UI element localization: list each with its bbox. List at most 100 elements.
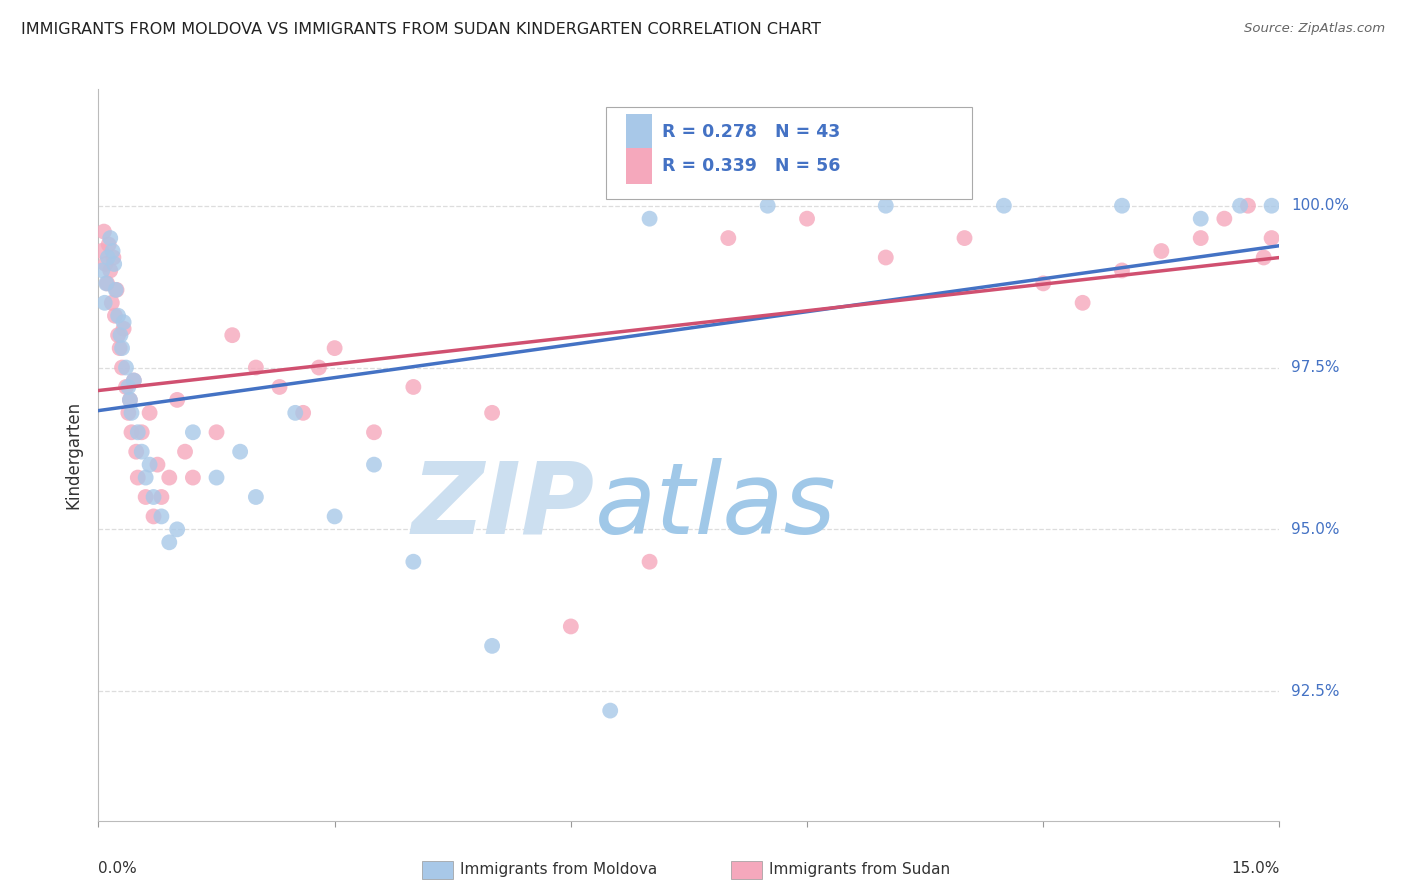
Point <box>560 619 582 633</box>
Point <box>101 244 124 258</box>
Point <box>245 490 267 504</box>
Point <box>221 328 243 343</box>
Text: 92.5%: 92.5% <box>1291 683 1340 698</box>
Point <box>1260 199 1282 213</box>
Point <box>90 244 112 258</box>
Point <box>110 328 132 343</box>
Point <box>638 211 661 226</box>
Text: 95.0%: 95.0% <box>1291 522 1340 537</box>
Point <box>117 380 139 394</box>
Point <box>1260 231 1282 245</box>
Text: atlas: atlas <box>595 458 837 555</box>
Point <box>1237 199 1260 213</box>
Point <box>97 251 120 265</box>
Point <box>127 425 149 440</box>
Point <box>135 470 157 484</box>
Point <box>1111 263 1133 277</box>
Point <box>104 283 127 297</box>
Text: R = 0.278   N = 43: R = 0.278 N = 43 <box>662 122 839 141</box>
Point <box>111 360 134 375</box>
Point <box>112 321 135 335</box>
Point <box>363 425 385 440</box>
Point <box>93 225 115 239</box>
Point <box>638 555 661 569</box>
Point <box>269 380 291 394</box>
Point <box>105 283 128 297</box>
Point <box>181 470 204 484</box>
FancyBboxPatch shape <box>606 108 973 199</box>
Point <box>107 328 129 343</box>
Point <box>363 458 385 472</box>
Text: Source: ZipAtlas.com: Source: ZipAtlas.com <box>1244 22 1385 36</box>
Point <box>122 374 145 388</box>
Point <box>205 470 228 484</box>
Point <box>229 444 252 458</box>
Point <box>138 406 160 420</box>
Point <box>131 444 153 458</box>
Point <box>104 309 127 323</box>
Point <box>131 425 153 440</box>
Point <box>717 231 740 245</box>
Text: Immigrants from Moldova: Immigrants from Moldova <box>460 863 657 877</box>
Point <box>118 392 141 407</box>
Point <box>103 251 125 265</box>
Point <box>115 380 138 394</box>
Point <box>101 295 124 310</box>
Text: 0.0%: 0.0% <box>98 861 138 876</box>
Point <box>112 315 135 329</box>
Point <box>181 425 204 440</box>
Point <box>121 406 143 420</box>
Point <box>122 374 145 388</box>
Text: 15.0%: 15.0% <box>1232 861 1279 876</box>
Point <box>402 555 425 569</box>
Y-axis label: Kindergarten: Kindergarten <box>65 401 83 509</box>
Point <box>166 522 188 536</box>
Point <box>1213 211 1236 226</box>
Text: ZIP: ZIP <box>412 458 595 555</box>
Point <box>875 251 897 265</box>
Point <box>205 425 228 440</box>
Point <box>953 231 976 245</box>
Point <box>117 406 139 420</box>
Point <box>481 406 503 420</box>
Point <box>146 458 169 472</box>
Point <box>1150 244 1173 258</box>
Bar <box>626 114 652 149</box>
Text: IMMIGRANTS FROM MOLDOVA VS IMMIGRANTS FROM SUDAN KINDERGARTEN CORRELATION CHART: IMMIGRANTS FROM MOLDOVA VS IMMIGRANTS FR… <box>21 22 821 37</box>
Point <box>115 360 138 375</box>
Point <box>98 263 121 277</box>
Point <box>157 470 180 484</box>
Point <box>599 704 621 718</box>
Point <box>993 199 1015 213</box>
Point <box>150 509 173 524</box>
Point <box>1032 277 1054 291</box>
Point <box>118 392 141 407</box>
Point <box>402 380 425 394</box>
Point <box>125 444 148 458</box>
Point <box>93 295 115 310</box>
Point <box>796 211 818 226</box>
Point <box>96 277 118 291</box>
Point <box>292 406 315 420</box>
Point <box>875 199 897 213</box>
Point <box>108 341 131 355</box>
Point <box>1189 211 1212 226</box>
Point <box>127 470 149 484</box>
Point <box>150 490 173 504</box>
Point <box>1253 251 1275 265</box>
Text: 100.0%: 100.0% <box>1291 198 1350 213</box>
Point <box>157 535 180 549</box>
Point <box>96 277 118 291</box>
Point <box>98 231 121 245</box>
Point <box>111 341 134 355</box>
Point <box>121 425 143 440</box>
Point <box>1071 295 1094 310</box>
Point <box>94 257 117 271</box>
Point <box>1189 231 1212 245</box>
Text: Immigrants from Sudan: Immigrants from Sudan <box>769 863 950 877</box>
Text: R = 0.339   N = 56: R = 0.339 N = 56 <box>662 157 841 175</box>
Point <box>135 490 157 504</box>
Point <box>284 406 307 420</box>
Point <box>97 237 120 252</box>
Point <box>308 360 330 375</box>
